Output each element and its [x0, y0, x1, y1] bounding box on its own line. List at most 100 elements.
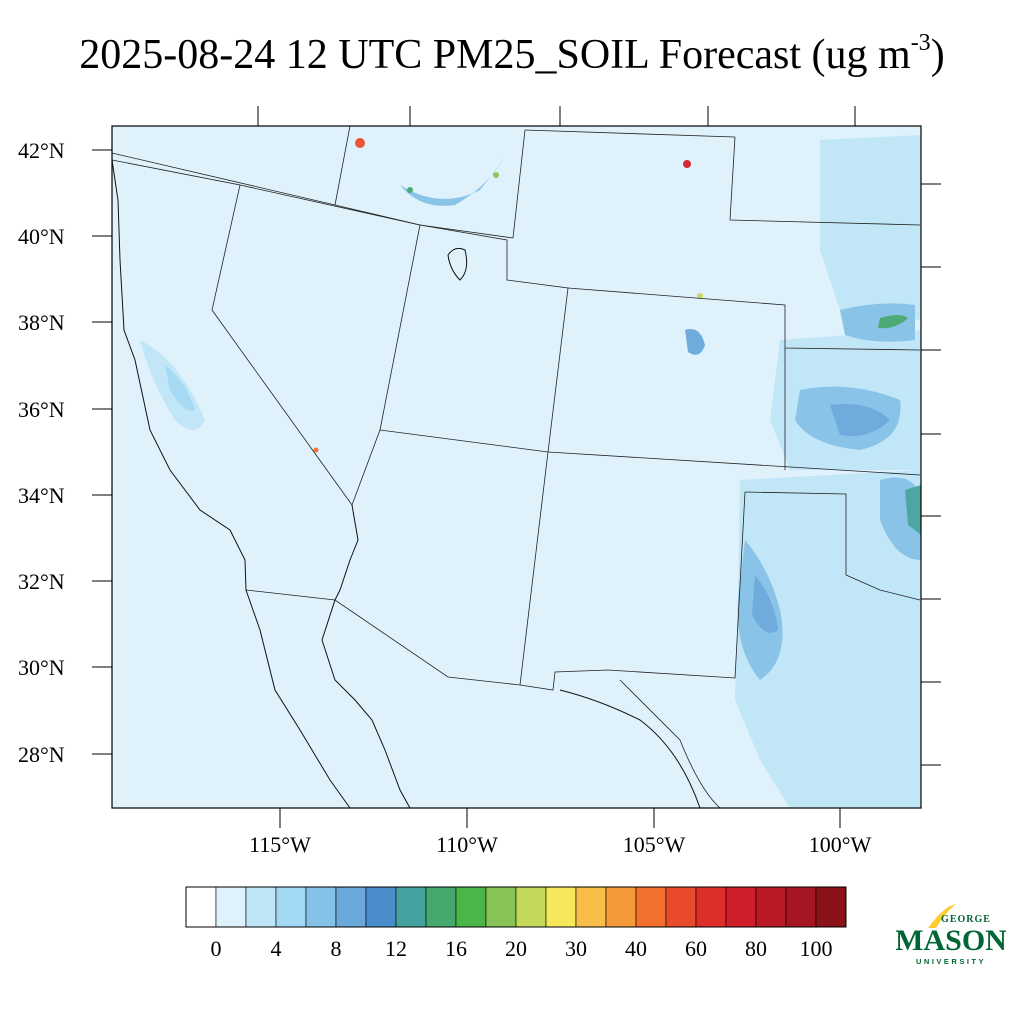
border-nm-tx [519, 491, 746, 691]
chart-title: 2025-08-24 12 UTC PM25_SOIL Forecast (ug… [0, 30, 1024, 79]
mexico-interior [559, 689, 701, 809]
lon-label: 105°W [623, 832, 686, 857]
colorbar-swatch [665, 886, 697, 928]
hotspot-utah-north [493, 172, 499, 178]
colorbar-label: 4 [271, 936, 282, 961]
colorbar-swatch [305, 886, 337, 928]
university-logo: GEORGE MASON UNIVERSITY [896, 904, 1006, 966]
border-or-id-south [111, 152, 514, 239]
hotspot-nevada [313, 447, 319, 453]
lat-label: 42°N [18, 138, 65, 163]
colorbar-label: 0 [211, 936, 222, 961]
map-panel: 42°N 40°N 38°N 36°N 34°N 32°N 30°N 28°N … [18, 106, 941, 857]
left-ticks [92, 149, 112, 755]
title-text: 2025-08-24 12 UTC PM25_SOIL Forecast (ug… [79, 32, 911, 78]
great-salt-lake [447, 247, 468, 281]
colorbar-swatch [185, 886, 217, 928]
top-ticks [257, 106, 856, 126]
colorbar-label: 40 [625, 936, 647, 961]
title-close: ) [930, 32, 945, 78]
border-ut-co-az-nm [419, 224, 569, 686]
colorbar-swatch [395, 886, 427, 928]
colorbar-swatch [575, 886, 607, 928]
colorbar-swatch [245, 886, 277, 928]
border-nv-ca [111, 159, 353, 506]
border-co-ks-ne [567, 287, 921, 351]
colorbar-swatch [275, 886, 307, 928]
colorbar-swatch [545, 886, 577, 928]
colorbar-label: 30 [565, 936, 587, 961]
state-borders [111, 125, 921, 809]
colorbar-label: 100 [800, 936, 833, 961]
colorbar-swatch [365, 886, 397, 928]
lat-label: 32°N [18, 569, 65, 594]
lat-label: 38°N [18, 310, 65, 335]
colorbar-label: 60 [685, 936, 707, 961]
colorbar-swatch [515, 886, 547, 928]
colorbar-swatch [485, 886, 517, 928]
colorbar-label: 20 [505, 936, 527, 961]
lat-label: 40°N [18, 224, 65, 249]
pacific-coast [111, 159, 351, 809]
colorbar-swatch [725, 886, 757, 928]
lon-label: 115°W [249, 832, 311, 857]
hotspot-colorado [697, 293, 703, 299]
coastline [111, 159, 701, 809]
nm-tx-shade-dark [752, 575, 778, 633]
border-az-ut-south [351, 429, 921, 506]
colorbar-swatch [695, 886, 727, 928]
border-id-mt [334, 125, 351, 206]
colorbar-swatch [755, 886, 787, 928]
lat-label: 36°N [18, 397, 65, 422]
title-superscript: -3 [910, 30, 931, 56]
map-frame [111, 125, 922, 809]
colorado-river [321, 504, 359, 641]
lat-label: 34°N [18, 483, 65, 508]
border-tx-ok [744, 491, 921, 601]
lat-labels: 42°N 40°N 38°N 36°N 34°N 32°N 30°N 28°N [18, 138, 65, 767]
concentration-shading [140, 135, 921, 808]
border-wy-sd-ne [729, 136, 921, 226]
colorbar-label: 80 [745, 936, 767, 961]
hotspot-idaho-south [407, 187, 413, 193]
colorbar-swatch [605, 886, 637, 928]
colorbar-label: 16 [445, 936, 467, 961]
colorbar-swatch [455, 886, 487, 928]
gulf-of-california-east [321, 639, 411, 809]
colorbar-swatch [335, 886, 367, 928]
hotspot-idaho [355, 138, 365, 148]
logo-main-text: MASON [896, 924, 1006, 957]
border-wy-west [512, 129, 526, 239]
lat-label: 30°N [18, 655, 65, 680]
lat-label: 28°N [18, 742, 65, 767]
dakota-shade-light [820, 135, 921, 320]
nebraska-shade-green [878, 315, 908, 329]
hotspot-wyoming [683, 160, 691, 168]
lon-label: 110°W [436, 832, 498, 857]
logo-top-text: GEORGE [941, 914, 991, 925]
right-ticks [921, 183, 941, 766]
border-wy-north [524, 129, 736, 138]
logo-flame [928, 904, 956, 928]
colorbar-label: 12 [385, 936, 407, 961]
california-shade-mid [165, 365, 195, 411]
colorbar-swatch [215, 886, 247, 928]
lon-label: 100°W [809, 832, 872, 857]
nebraska-shade-mid [840, 303, 915, 342]
east-tx-shade-teal [905, 485, 921, 535]
colorbar-swatch [635, 886, 667, 928]
colorbar-label: 8 [331, 936, 342, 961]
lon-labels: 115°W 110°W 105°W 100°W [249, 832, 871, 857]
plains-shade-light [735, 470, 921, 808]
colorbar: 0 4 8 12 16 20 30 40 60 80 100 [185, 886, 847, 961]
bottom-ticks [279, 808, 841, 828]
colorbar-swatch [425, 886, 457, 928]
colorbar-swatch [785, 886, 817, 928]
border-us-mexico [245, 589, 521, 686]
colorbar-outline [185, 886, 847, 928]
oklahoma-shade-dark [830, 404, 890, 436]
colorbar-swatch [815, 886, 847, 928]
logo-bottom-text: UNIVERSITY [916, 957, 986, 966]
colorado-shade [685, 329, 705, 355]
